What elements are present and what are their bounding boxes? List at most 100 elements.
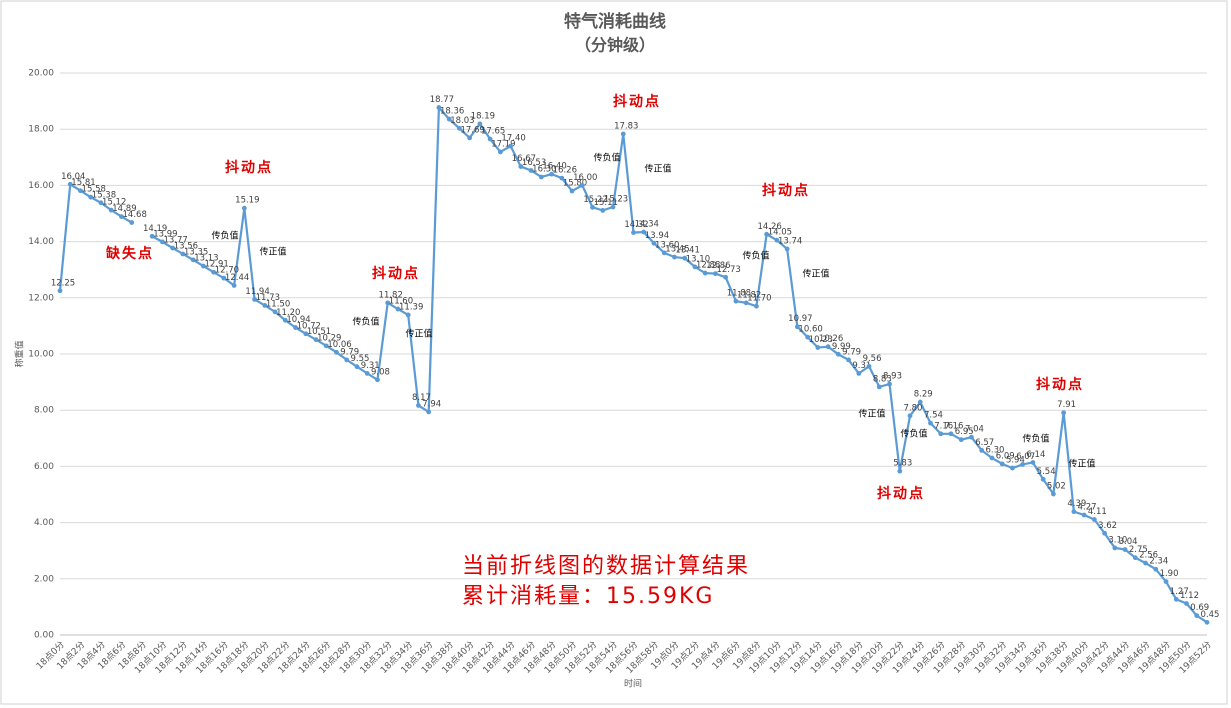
point: [969, 434, 974, 440]
point: [457, 125, 462, 131]
y-tick-label: 2.00: [34, 574, 54, 584]
data-label: 16.30: [532, 164, 556, 174]
point: [487, 136, 493, 142]
point: [375, 377, 380, 383]
data-label: 16.00: [573, 173, 597, 183]
annotation: 传负值: [211, 230, 238, 242]
data-label: 13.60: [655, 240, 679, 250]
point: [395, 306, 401, 312]
point: [764, 231, 770, 237]
point: [405, 312, 411, 318]
data-label: 16.40: [542, 162, 566, 172]
annotation: 传正值: [858, 408, 885, 420]
y-tick-label: 0.00: [34, 631, 54, 641]
point: [426, 409, 432, 415]
data-label: 9.31: [852, 361, 871, 371]
point: [907, 413, 913, 419]
data-label: 10.72: [297, 321, 321, 331]
annotation: 传正值: [405, 328, 432, 340]
point: [784, 246, 790, 252]
point: [620, 131, 626, 137]
data-label: 6.14: [1026, 450, 1045, 460]
point: [446, 116, 452, 122]
data-label: 10.51: [307, 327, 331, 337]
data-label: 10.94: [286, 315, 310, 325]
data-label: 8.93: [883, 372, 902, 382]
data-label: 6.09: [996, 451, 1015, 461]
y-tick-label: 10.00: [28, 350, 54, 360]
data-label: 7.80: [904, 403, 923, 413]
point: [835, 351, 841, 357]
annotation: 传正值: [259, 246, 286, 258]
point: [713, 271, 718, 277]
annotation: 传负值: [742, 250, 769, 262]
point: [733, 298, 739, 304]
data-label: 12.70: [215, 266, 239, 276]
y-tick-label: 20.00: [28, 69, 54, 79]
point: [528, 168, 534, 173]
data-label: 14.34: [635, 220, 659, 230]
data-label: 13.13: [194, 254, 218, 264]
point: [549, 171, 554, 177]
point: [876, 384, 882, 390]
data-label: 13.41: [676, 246, 700, 256]
data-label: 15.58: [82, 185, 106, 195]
data-label: 4.11: [1088, 507, 1107, 517]
x-axis-label: 时间: [624, 678, 642, 690]
point: [293, 325, 298, 330]
result-text: 当前折线图的数据计算结果: [462, 554, 750, 579]
annotation-red: 抖动点: [877, 485, 925, 502]
point: [866, 363, 872, 369]
data-label: 9.79: [842, 347, 861, 357]
data-label: 13.74: [778, 236, 802, 246]
data-label: 15.23: [604, 195, 628, 205]
data-label: 2.75: [1129, 545, 1148, 555]
point: [364, 370, 370, 376]
point: [1071, 509, 1077, 515]
y-tick-label: 12.00: [28, 293, 54, 303]
y-tick-label: 18.00: [28, 125, 54, 135]
data-label: 5.94: [1006, 456, 1025, 466]
data-label: 5.83: [893, 459, 912, 469]
point: [231, 283, 237, 288]
point: [313, 337, 319, 343]
data-label: 10.97: [788, 314, 812, 324]
point: [1204, 619, 1210, 625]
data-label: 8.83: [873, 374, 892, 384]
point: [416, 403, 421, 408]
data-label: 11.50: [266, 299, 290, 309]
data-label: 11.82: [737, 290, 761, 300]
point: [774, 237, 780, 243]
data-label: 15.12: [102, 198, 126, 208]
point: [180, 251, 186, 257]
y-tick-label: 8.00: [34, 406, 54, 416]
data-label: 15.81: [71, 178, 95, 188]
point: [467, 135, 473, 141]
point: [108, 207, 114, 213]
point: [477, 121, 483, 127]
data-label: 2.34: [1149, 557, 1168, 567]
data-label: 11.20: [276, 308, 300, 318]
point: [682, 255, 688, 261]
data-label: 7.94: [422, 399, 441, 409]
data-label: 13.56: [174, 241, 198, 251]
annotation: 传负值: [593, 152, 620, 164]
point: [825, 344, 831, 350]
data-label: 13.10: [686, 254, 710, 264]
point: [631, 230, 636, 236]
data-label: 5.54: [1037, 467, 1056, 477]
data-label: 5.02: [1047, 481, 1066, 491]
point: [119, 214, 124, 219]
point: [211, 269, 217, 275]
point: [1030, 460, 1036, 465]
data-label: 11.70: [747, 294, 771, 304]
data-label: 12.88: [696, 261, 720, 271]
point: [917, 399, 923, 405]
point: [600, 208, 606, 213]
annotation: 传负值: [352, 316, 379, 328]
data-label: 1.27: [1170, 587, 1189, 597]
point: [1122, 547, 1128, 552]
point: [497, 149, 503, 155]
